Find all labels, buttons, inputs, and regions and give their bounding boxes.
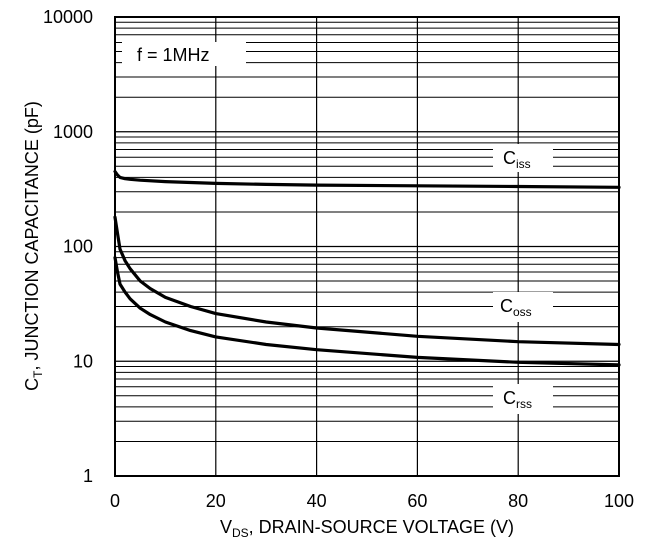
x-tick-label: 20 — [206, 491, 226, 511]
y-tick-label: 1 — [83, 466, 93, 486]
tick-labels: 0 20 40 60 80 100 1 10 100 1000 10000 — [43, 7, 634, 511]
grid-lines — [115, 17, 619, 476]
series-layer — [113, 169, 621, 367]
series-line-coss — [113, 215, 621, 347]
ciss-label-box — [493, 144, 553, 172]
ciss-label: Ciss — [503, 148, 531, 171]
crss-label-box — [493, 384, 553, 414]
y-tick-label: 10000 — [43, 7, 93, 27]
series-line-ciss — [113, 169, 621, 189]
x-tick-label: 60 — [407, 491, 427, 511]
annotation-box — [122, 42, 246, 66]
x-tick-label: 0 — [110, 491, 120, 511]
y-axis-title: CT, JUNCTION CAPACITANCE (pF) — [22, 101, 45, 391]
x-tick-label: 100 — [604, 491, 634, 511]
plot-frame — [114, 16, 620, 477]
x-tick-label: 40 — [307, 491, 327, 511]
y-tick-label: 100 — [63, 237, 93, 257]
coss-label: Coss — [500, 296, 532, 319]
coss-label-box — [493, 292, 553, 322]
crss-label: Crss — [503, 388, 532, 411]
y-tick-label: 1000 — [53, 122, 93, 142]
y-tick-label: 10 — [73, 351, 93, 371]
series-line-crss — [113, 256, 621, 367]
frequency-annotation: f = 1MHz — [137, 45, 210, 65]
x-axis-title: VDS, DRAIN-SOURCE VOLTAGE (V) — [220, 517, 514, 540]
x-tick-label: 80 — [508, 491, 528, 511]
